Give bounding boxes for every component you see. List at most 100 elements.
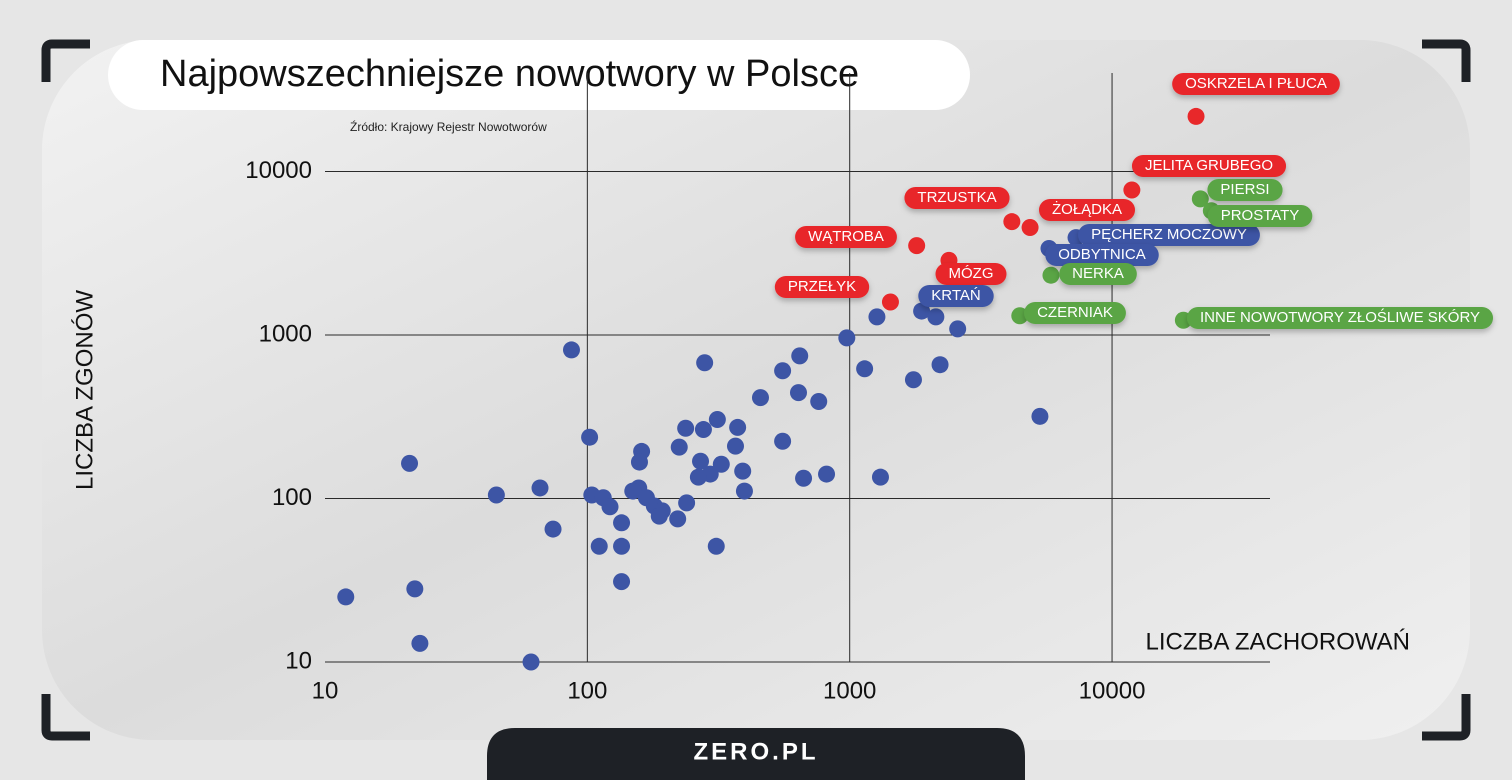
data-point — [810, 392, 828, 410]
label-text: INNE NOWOTWORY ZŁOŚLIWE SKÓRY — [1200, 308, 1480, 326]
label-text: PRZEŁYK — [788, 278, 856, 295]
point-label: PĘCHERZ MOCZOWY — [1078, 224, 1260, 246]
label-pill — [1131, 155, 1287, 177]
data-point — [406, 580, 424, 598]
data-point — [1042, 266, 1060, 284]
label-text: CZERNIAK — [1037, 304, 1113, 321]
data-point — [1123, 181, 1141, 199]
data-point — [581, 428, 599, 446]
data-point — [818, 465, 836, 483]
data-point — [729, 418, 747, 436]
data-point — [670, 438, 688, 456]
x-tick-label: 10000 — [1079, 677, 1146, 704]
x-tick-label: 1000 — [823, 677, 876, 704]
data-point — [630, 453, 648, 471]
title-pill — [108, 40, 970, 110]
data-point — [908, 237, 926, 255]
point-label: ODBYTNICA — [1045, 244, 1159, 266]
data-point — [838, 329, 856, 347]
x-axis-label: LICZBA ZACHOROWAŃ — [1146, 628, 1410, 655]
data-point — [337, 588, 355, 606]
data-point — [931, 356, 949, 374]
data-point — [689, 468, 707, 486]
data-point — [669, 510, 687, 528]
label-pill — [795, 226, 897, 248]
label-pill — [1207, 205, 1313, 227]
data-point — [791, 347, 809, 365]
corner-brackets — [41, 39, 1471, 741]
data-point — [795, 469, 813, 487]
data-point — [708, 411, 726, 429]
data-point — [531, 479, 549, 497]
data-point — [751, 389, 769, 407]
y-tick-label: 100 — [272, 484, 312, 511]
label-text: PĘCHERZ MOCZOWY — [1091, 226, 1247, 243]
label-text: PROSTATY — [1221, 207, 1300, 224]
label-text: TRZUSTKA — [917, 189, 996, 206]
data-point — [868, 308, 886, 326]
point-label: ŻOŁĄDKA — [1038, 199, 1136, 221]
label-text: ODBYTNICA — [1058, 246, 1146, 263]
marks — [337, 107, 1220, 671]
point-label: JELITA GRUBEGO — [1131, 155, 1287, 177]
label-pill — [1024, 302, 1126, 324]
y-tick-label: 10000 — [245, 157, 312, 184]
label-pill — [1078, 224, 1260, 246]
data-point — [904, 371, 922, 389]
x-tick-label: 100 — [567, 677, 607, 704]
data-point — [856, 360, 874, 378]
data-point — [774, 362, 792, 380]
data-point — [1031, 407, 1049, 425]
data-point — [613, 537, 631, 555]
data-point — [949, 320, 967, 338]
point-label: INNE NOWOTWORY ZŁOŚLIWE SKÓRY — [1186, 307, 1494, 329]
footer-tab — [487, 728, 1025, 780]
data-point — [411, 634, 429, 652]
label-pill — [1045, 244, 1159, 266]
labels: OSKRZELA I PŁUCA JELITA GRUBEGO TRZUSTKA ŻO… — [774, 73, 1494, 329]
data-point — [678, 494, 696, 512]
point-label: WĄTROBA — [795, 226, 897, 248]
logo: ZERO.PL — [693, 738, 818, 765]
data-point — [590, 537, 608, 555]
point-label: PROSTATY — [1207, 205, 1313, 227]
point-label: NERKA — [1059, 263, 1137, 285]
label-text: JELITA GRUBEGO — [1145, 157, 1273, 174]
point-label: OSKRZELA I PŁUCA — [1172, 73, 1340, 95]
grid: 10 100 1000 10000 10 100 1000 10000 — [245, 73, 1270, 704]
data-point — [735, 482, 753, 500]
y-tick-label: 1000 — [259, 320, 312, 347]
data-point — [613, 573, 631, 591]
source-note: Źródło: Krajowy Rejestr Nowotworów — [350, 119, 547, 134]
point-label: KRTAŃ — [918, 285, 994, 307]
data-point — [613, 514, 631, 532]
label-text: OSKRZELA I PŁUCA — [1185, 75, 1327, 92]
point-label: MÓZG — [935, 263, 1007, 285]
data-point — [712, 455, 730, 473]
data-point — [871, 468, 889, 486]
data-point — [696, 354, 714, 372]
chart-title: Najpowszechniejsze nowotwory w Polsce — [160, 53, 859, 95]
data-point — [1187, 107, 1205, 125]
label-pill — [1059, 263, 1137, 285]
data-point — [734, 462, 752, 480]
label-pill — [1038, 199, 1136, 221]
data-point — [927, 308, 945, 326]
label-pill — [904, 187, 1010, 209]
label-pill — [1207, 179, 1283, 201]
data-point — [544, 520, 562, 538]
x-tick-label: 10 — [312, 677, 339, 704]
data-point — [726, 437, 744, 455]
data-point — [881, 293, 899, 311]
data-point — [601, 498, 619, 516]
point-label: PRZEŁYK — [774, 276, 870, 298]
label-pill — [918, 285, 994, 307]
label-text: NERKA — [1072, 265, 1124, 282]
data-point — [789, 384, 807, 402]
label-text: WĄTROBA — [808, 228, 884, 245]
data-point — [624, 482, 642, 500]
data-point — [707, 537, 725, 555]
data-point — [1011, 307, 1029, 325]
data-point — [1191, 190, 1209, 208]
